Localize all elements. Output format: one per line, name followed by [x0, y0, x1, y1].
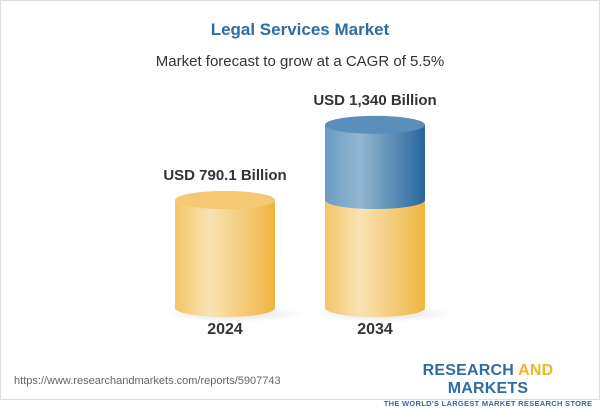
- source-url[interactable]: https://www.researchandmarkets.com/repor…: [14, 375, 281, 387]
- chart-subtitle: Market forecast to grow at a CAGR of 5.5…: [155, 53, 445, 70]
- bar-top-2024: [175, 191, 275, 209]
- research-and-markets-logo: RESEARCH AND MARKETS THE WORLD'S LARGEST…: [383, 362, 593, 408]
- value-label: USD 790.1 Billion: [163, 167, 286, 184]
- bar-2024: [175, 200, 275, 317]
- category-label: 2024: [207, 321, 243, 338]
- bar-growth-segment-2034: [325, 124, 425, 209]
- value-label: USD 1,340 Billion: [313, 92, 436, 109]
- chart-title: Legal Services Market: [210, 20, 390, 39]
- category-label: 2034: [357, 321, 393, 338]
- bar-top-2034: [325, 115, 425, 134]
- bar-base-segment-2034: [325, 200, 425, 317]
